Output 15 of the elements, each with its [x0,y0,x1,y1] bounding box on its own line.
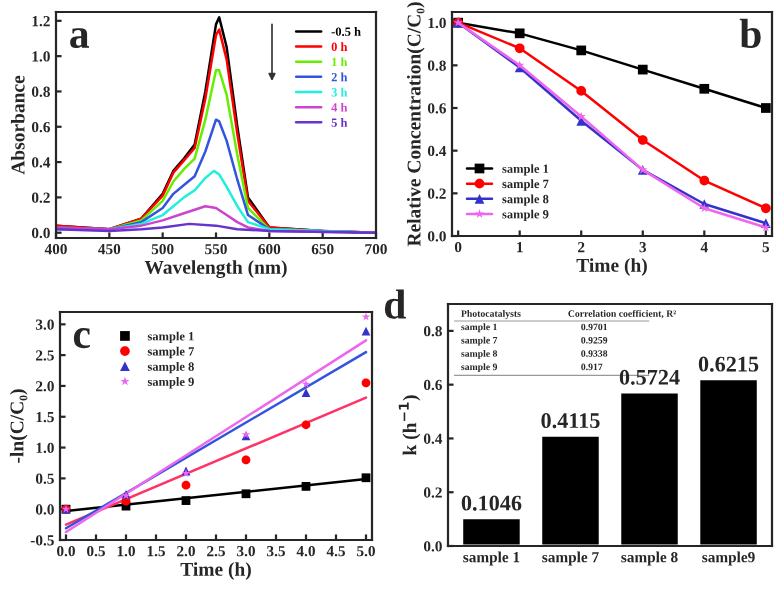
y-axis-title: Relative Concentration(C/C₀) [406,2,425,247]
annotation: b [739,18,761,49]
y-axis-title: -ln(C/C₀) [9,389,28,463]
y-axis-title: k (h$^{−1}$) [398,395,421,456]
annotation: c [73,328,90,349]
text: d [384,289,406,319]
data-label: 0.6215 [698,356,759,372]
y-axis-title: Absorbance [10,75,25,175]
annotation: a [70,28,89,49]
x-axis-title: Wavelength (nm) [144,260,287,278]
x-axis-title: Time (h) [180,562,251,580]
x-axis-title: Time (h) [576,258,647,276]
data-label: 0.4115 [541,413,600,429]
data-label: 0.5724 [619,369,680,385]
data-label: 0.1046 [461,495,522,511]
